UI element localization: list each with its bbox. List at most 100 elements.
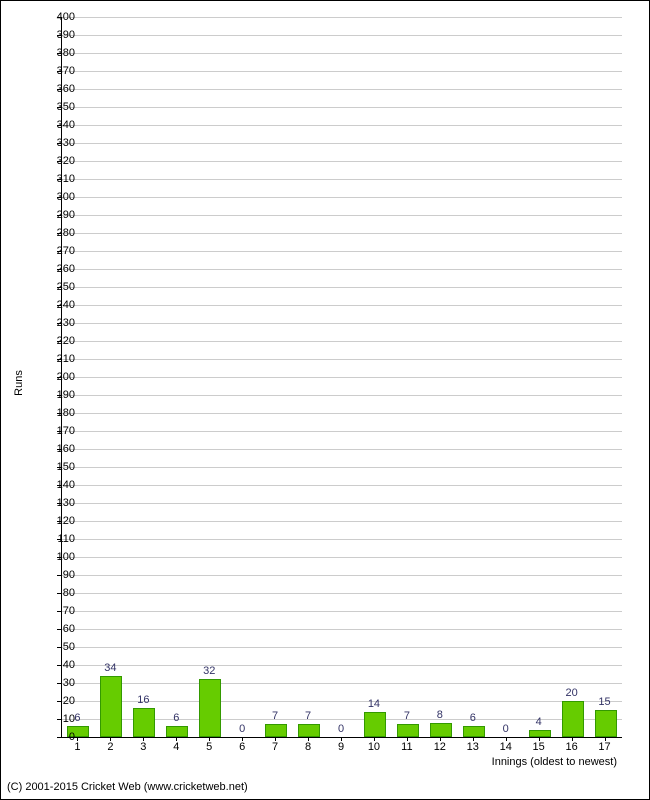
y-tick-label: 240 — [45, 299, 75, 311]
bar-value-label: 20 — [565, 687, 577, 699]
y-tick-label: 220 — [45, 335, 75, 347]
x-tick-label: 16 — [565, 741, 577, 753]
x-tick-label: 6 — [239, 741, 245, 753]
x-tick-label: 7 — [272, 741, 278, 753]
gridline — [62, 431, 622, 432]
bar-value-label: 7 — [305, 710, 311, 722]
gridline — [62, 449, 622, 450]
y-tick-label: 50 — [45, 641, 75, 653]
x-tick-label: 3 — [140, 741, 146, 753]
gridline — [62, 17, 622, 18]
gridline — [62, 359, 622, 360]
x-tick-label: 8 — [305, 741, 311, 753]
y-tick-label: 10 — [45, 713, 75, 725]
x-tick-label: 14 — [500, 741, 512, 753]
y-tick-label: 160 — [45, 443, 75, 455]
y-tick-label: 290 — [45, 209, 75, 221]
x-tick-label: 5 — [206, 741, 212, 753]
y-tick-label: 70 — [45, 605, 75, 617]
y-tick-label: 130 — [45, 497, 75, 509]
x-axis-title: Innings (oldest to newest) — [492, 756, 617, 768]
bar — [364, 712, 386, 737]
x-tick-label: 17 — [598, 741, 610, 753]
bar-value-label: 4 — [536, 716, 542, 728]
chart-container: Runs Innings (oldest to newest) (C) 2001… — [0, 0, 650, 800]
bar-value-label: 16 — [137, 694, 149, 706]
bar — [199, 679, 221, 737]
bar — [463, 726, 485, 737]
y-tick-label: 80 — [45, 587, 75, 599]
y-tick-label: 340 — [45, 119, 75, 131]
bar-value-label: 32 — [203, 665, 215, 677]
y-tick-label: 140 — [45, 479, 75, 491]
y-tick-label: 390 — [45, 29, 75, 41]
gridline — [62, 341, 622, 342]
gridline — [62, 539, 622, 540]
gridline — [62, 305, 622, 306]
bar-value-label: 0 — [239, 723, 245, 735]
y-tick-label: 370 — [45, 65, 75, 77]
y-tick-label: 400 — [45, 11, 75, 23]
gridline — [62, 251, 622, 252]
y-tick-label: 210 — [45, 353, 75, 365]
gridline — [62, 233, 622, 234]
y-tick-label: 320 — [45, 155, 75, 167]
bar-value-label: 7 — [272, 710, 278, 722]
y-tick-label: 100 — [45, 551, 75, 563]
gridline — [62, 197, 622, 198]
gridline — [62, 647, 622, 648]
bar-value-label: 34 — [104, 662, 116, 674]
y-tick-label: 250 — [45, 281, 75, 293]
x-tick-label: 4 — [173, 741, 179, 753]
y-tick-label: 350 — [45, 101, 75, 113]
gridline — [62, 215, 622, 216]
gridline — [62, 287, 622, 288]
copyright-text: (C) 2001-2015 Cricket Web (www.cricketwe… — [7, 781, 248, 793]
bar — [265, 724, 287, 737]
x-tick-label: 13 — [467, 741, 479, 753]
gridline — [62, 269, 622, 270]
gridline — [62, 71, 622, 72]
gridline — [62, 665, 622, 666]
gridline — [62, 323, 622, 324]
gridline — [62, 467, 622, 468]
plot-area — [61, 17, 622, 738]
bar — [166, 726, 188, 737]
gridline — [62, 125, 622, 126]
y-tick-label: 280 — [45, 227, 75, 239]
gridline — [62, 593, 622, 594]
x-tick-label: 1 — [74, 741, 80, 753]
gridline — [62, 53, 622, 54]
gridline — [62, 413, 622, 414]
y-tick-label: 310 — [45, 173, 75, 185]
gridline — [62, 89, 622, 90]
bar-value-label: 15 — [598, 696, 610, 708]
x-tick-label: 2 — [107, 741, 113, 753]
bar — [298, 724, 320, 737]
bar-value-label: 7 — [404, 710, 410, 722]
gridline — [62, 611, 622, 612]
bar — [529, 730, 551, 737]
y-tick-label: 180 — [45, 407, 75, 419]
bar-value-label: 6 — [470, 712, 476, 724]
gridline — [62, 575, 622, 576]
gridline — [62, 377, 622, 378]
y-tick-label: 110 — [45, 533, 75, 545]
x-tick-label: 11 — [401, 741, 412, 753]
gridline — [62, 485, 622, 486]
y-tick-label: 120 — [45, 515, 75, 527]
y-tick-label: 150 — [45, 461, 75, 473]
y-tick-label: 0 — [45, 731, 75, 743]
bar-value-label: 14 — [368, 698, 380, 710]
bar-value-label: 0 — [503, 723, 509, 735]
y-axis-title: Runs — [13, 370, 25, 396]
y-tick-label: 230 — [45, 317, 75, 329]
y-tick-label: 90 — [45, 569, 75, 581]
y-tick-label: 300 — [45, 191, 75, 203]
bar — [100, 676, 122, 737]
gridline — [62, 683, 622, 684]
y-tick-label: 40 — [45, 659, 75, 671]
bar-value-label: 6 — [74, 712, 80, 724]
y-tick-label: 30 — [45, 677, 75, 689]
y-tick-label: 270 — [45, 245, 75, 257]
